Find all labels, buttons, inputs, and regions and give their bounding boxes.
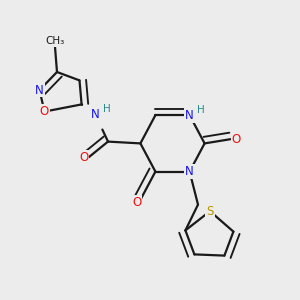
Text: H: H bbox=[103, 104, 111, 114]
Text: N: N bbox=[185, 109, 194, 122]
Text: N: N bbox=[91, 108, 100, 121]
Text: N: N bbox=[35, 83, 44, 97]
Text: N: N bbox=[185, 165, 194, 178]
Text: H: H bbox=[197, 105, 205, 115]
Text: S: S bbox=[206, 205, 214, 218]
Text: CH₃: CH₃ bbox=[45, 36, 64, 46]
Text: O: O bbox=[232, 133, 241, 146]
Text: O: O bbox=[40, 105, 49, 118]
Text: O: O bbox=[132, 196, 141, 209]
Text: O: O bbox=[80, 151, 88, 164]
